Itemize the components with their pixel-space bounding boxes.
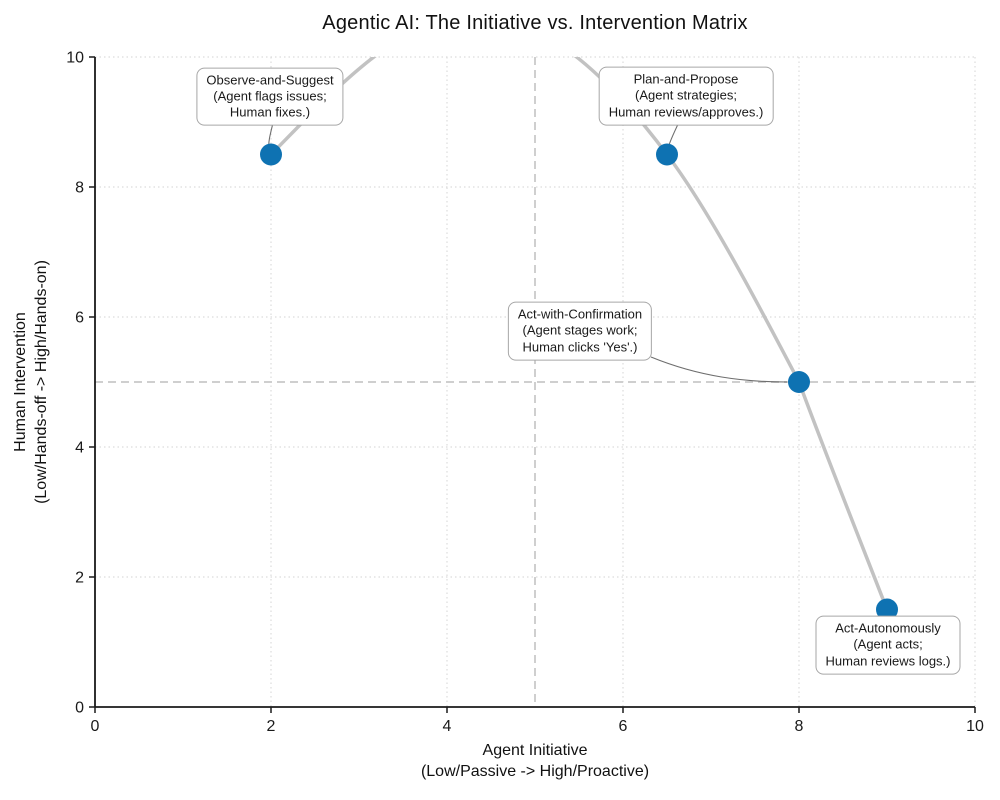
data-point: [876, 598, 898, 621]
y-axis-label-line1: Human Intervention: [11, 312, 29, 452]
y-axis-label: Human Intervention (Low/Hands-off -> Hig…: [10, 260, 52, 504]
annotation-box: Act-with-Confirmation (Agent stages work;…: [507, 301, 653, 361]
annotation-box: Observe-and-Suggest (Agent flags issues; H…: [196, 67, 344, 126]
y-tick-label: 4: [75, 440, 84, 457]
x-tick-label: 8: [795, 718, 804, 735]
annotation-desc-line: (Agent flags issues;: [213, 88, 327, 104]
annotation-title: Act-with-Confirmation: [517, 306, 643, 322]
annotation-title: Act-Autonomously: [835, 620, 941, 636]
annotation-connector: [650, 356, 788, 383]
annotation-box: Plan-and-Propose (Agent strategies; Human …: [598, 66, 774, 126]
y-tick-label: 8: [75, 180, 84, 197]
chart-title: Agentic AI: The Initiative vs. Intervent…: [322, 12, 748, 34]
annotation-desc-line: (Agent strategies;: [635, 87, 737, 103]
x-axis-label-line2: (Low/Passive -> High/Proactive): [420, 763, 650, 781]
y-axis-label-line2: (Low/Hands-off -> High/Hands-on): [33, 260, 50, 504]
annotation-desc-line: Human reviews logs.): [825, 653, 951, 669]
y-tick-label: 10: [66, 50, 84, 67]
data-point: [788, 371, 810, 393]
annotation-title: Plan-and-Propose: [633, 71, 739, 87]
data-point: [656, 143, 678, 166]
annotation-box: Act-Autonomously (Agent acts; Human review…: [815, 615, 961, 675]
x-tick-label: 2: [267, 718, 276, 735]
x-axis-label: Agent Initiative (Low/Passive -> High/Pr…: [421, 740, 649, 782]
x-tick-label: 10: [966, 718, 984, 735]
x-axis-label-line1: Agent Initiative: [482, 742, 588, 759]
annotation-title: Observe-and-Suggest: [206, 72, 334, 88]
y-tick-label: 0: [75, 700, 84, 717]
x-tick-label: 0: [91, 718, 100, 735]
y-tick-label: 6: [75, 310, 84, 327]
annotation-desc-line: Human fixes.): [229, 104, 311, 120]
data-point: [260, 143, 282, 166]
annotation-desc-line: Human reviews/approves.): [608, 104, 764, 120]
y-tick-label: 2: [75, 570, 84, 587]
annotation-desc-line: Human clicks 'Yes'.): [522, 339, 638, 355]
annotation-desc-line: (Agent stages work;: [522, 322, 638, 338]
annotation-desc-line: (Agent acts;: [853, 636, 923, 652]
x-tick-label: 4: [443, 718, 452, 735]
x-tick-label: 6: [619, 718, 628, 735]
